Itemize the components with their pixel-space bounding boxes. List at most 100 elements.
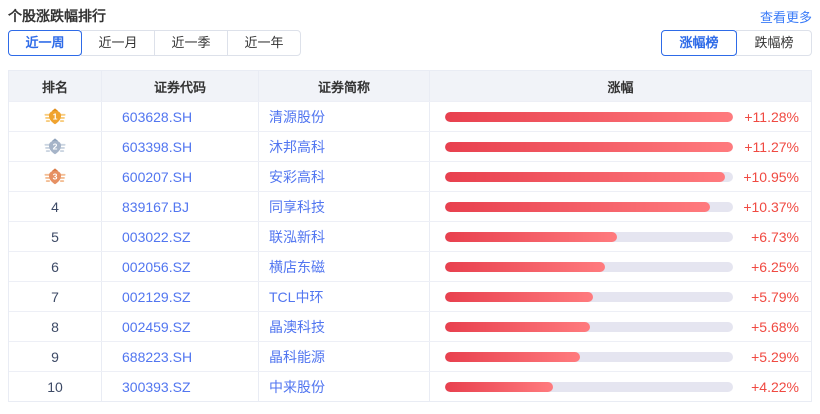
change-bar-fill: [445, 261, 605, 272]
table-row[interactable]: 5 003022.SZ 联泓新科 +6.73%: [9, 221, 811, 251]
stock-code-link[interactable]: 002459.SZ: [101, 312, 258, 341]
board-tab-group: 涨幅榜 跌幅榜: [661, 30, 812, 56]
change-cell: +5.29%: [429, 342, 811, 371]
change-bar-fill: [445, 291, 593, 302]
change-cell: +11.28%: [429, 102, 811, 131]
change-bar-track: [445, 351, 733, 362]
table-row[interactable]: 1 603628.SH 清源股份 +11.28%: [9, 101, 811, 131]
ranking-table: 排名 证券代码 证券简称 涨幅 1 603628.SH 清源股份 +11.28%…: [8, 70, 812, 402]
change-bar-fill: [445, 201, 710, 212]
rank-cell: 3: [9, 162, 101, 191]
stock-code-link[interactable]: 600207.SH: [101, 162, 258, 191]
stock-code-link[interactable]: 003022.SZ: [101, 222, 258, 251]
period-tab-group: 近一周 近一月 近一季 近一年: [8, 30, 301, 56]
change-bar-track: [445, 321, 733, 332]
change-percent: +5.79%: [751, 288, 799, 305]
table-row[interactable]: 6 002056.SZ 横店东磁 +6.25%: [9, 251, 811, 281]
change-bar-fill: [445, 231, 617, 242]
change-percent: +5.29%: [751, 348, 799, 365]
stock-name-link[interactable]: 横店东磁: [258, 252, 429, 281]
change-percent: +5.68%: [751, 318, 799, 335]
table-body: 1 603628.SH 清源股份 +11.28% 2 603398.SH 沐邦高…: [9, 101, 811, 401]
change-bar-track: [445, 171, 733, 182]
svg-text:2: 2: [53, 141, 58, 151]
medal-3-icon: 3: [44, 167, 66, 184]
stock-name-link[interactable]: 晶澳科技: [258, 312, 429, 341]
stock-name-link[interactable]: 联泓新科: [258, 222, 429, 251]
change-bar-track: [445, 141, 733, 152]
controls-row: 近一周 近一月 近一季 近一年 涨幅榜 跌幅榜: [8, 30, 812, 56]
change-cell: +5.79%: [429, 282, 811, 311]
change-percent: +10.37%: [743, 198, 799, 215]
change-percent: +11.28%: [744, 108, 799, 125]
column-header-code: 证券代码: [101, 71, 258, 101]
period-tab-2[interactable]: 近一季: [154, 30, 228, 56]
column-header-name: 证券简称: [258, 71, 429, 101]
change-bar-fill: [445, 321, 590, 332]
stock-code-link[interactable]: 839167.BJ: [101, 192, 258, 221]
change-bar-fill: [445, 381, 553, 392]
change-percent: +10.95%: [743, 168, 799, 185]
stock-code-link[interactable]: 002056.SZ: [101, 252, 258, 281]
column-header-change: 涨幅: [429, 71, 811, 101]
rank-cell: 5: [51, 228, 59, 245]
table-row[interactable]: 2 603398.SH 沐邦高科 +11.27%: [9, 131, 811, 161]
change-bar-track: [445, 381, 733, 392]
table-row[interactable]: 8 002459.SZ 晶澳科技 +5.68%: [9, 311, 811, 341]
change-cell: +4.22%: [429, 372, 811, 401]
change-percent: +4.22%: [751, 378, 799, 395]
stock-name-link[interactable]: 晶科能源: [258, 342, 429, 371]
page-title: 个股涨跌幅排行: [8, 8, 106, 24]
table-row[interactable]: 4 839167.BJ 同享科技 +10.37%: [9, 191, 811, 221]
svg-text:3: 3: [53, 171, 58, 181]
stock-code-link[interactable]: 002129.SZ: [101, 282, 258, 311]
medal-1-icon: 1: [44, 107, 66, 124]
column-header-rank: 排名: [41, 79, 68, 95]
table-header: 排名 证券代码 证券简称 涨幅: [9, 71, 811, 101]
table-row[interactable]: 3 600207.SH 安彩高科 +10.95%: [9, 161, 811, 191]
change-percent: +6.73%: [751, 228, 799, 245]
table-row[interactable]: 9 688223.SH 晶科能源 +5.29%: [9, 341, 811, 371]
rank-cell: 10: [47, 378, 63, 395]
stock-code-link[interactable]: 603398.SH: [101, 132, 258, 161]
change-cell: +6.25%: [429, 252, 811, 281]
change-cell: +10.37%: [429, 192, 811, 221]
rank-cell: 7: [51, 288, 59, 305]
stock-name-link[interactable]: TCL中环: [258, 282, 429, 311]
period-tab-0[interactable]: 近一周: [8, 30, 82, 56]
change-bar-fill: [445, 171, 725, 182]
table-row[interactable]: 7 002129.SZ TCL中环 +5.79%: [9, 281, 811, 311]
title-bar: 个股涨跌幅排行 查看更多: [8, 0, 812, 25]
table-row[interactable]: 10 300393.SZ 中来股份 +4.22%: [9, 371, 811, 401]
stock-code-link[interactable]: 688223.SH: [101, 342, 258, 371]
rank-cell: 8: [51, 318, 59, 335]
stock-name-link[interactable]: 安彩高科: [258, 162, 429, 191]
stock-name-link[interactable]: 清源股份: [258, 102, 429, 131]
period-tab-1[interactable]: 近一月: [81, 30, 155, 56]
stock-code-link[interactable]: 603628.SH: [101, 102, 258, 131]
stock-name-link[interactable]: 同享科技: [258, 192, 429, 221]
change-bar-fill: [445, 141, 733, 152]
period-tab-3[interactable]: 近一年: [227, 30, 301, 56]
rank-cell: 4: [51, 198, 59, 215]
change-bar-fill: [445, 111, 733, 122]
change-cell: +10.95%: [429, 162, 811, 191]
change-cell: +6.73%: [429, 222, 811, 251]
stock-code-link[interactable]: 300393.SZ: [101, 372, 258, 401]
change-percent: +11.27%: [744, 138, 799, 155]
change-bar-track: [445, 201, 733, 212]
change-bar-track: [445, 291, 733, 302]
stock-name-link[interactable]: 中来股份: [258, 372, 429, 401]
stock-name-link[interactable]: 沐邦高科: [258, 132, 429, 161]
change-cell: +5.68%: [429, 312, 811, 341]
svg-text:1: 1: [53, 111, 58, 121]
change-bar-track: [445, 111, 733, 122]
rank-cell: 9: [51, 348, 59, 365]
view-more-link[interactable]: 查看更多: [759, 9, 812, 25]
board-tab-1[interactable]: 跌幅榜: [736, 30, 812, 56]
change-bar-fill: [445, 351, 581, 362]
rank-cell: 6: [51, 258, 59, 275]
rank-cell: 2: [9, 132, 101, 161]
board-tab-0[interactable]: 涨幅榜: [661, 30, 737, 56]
